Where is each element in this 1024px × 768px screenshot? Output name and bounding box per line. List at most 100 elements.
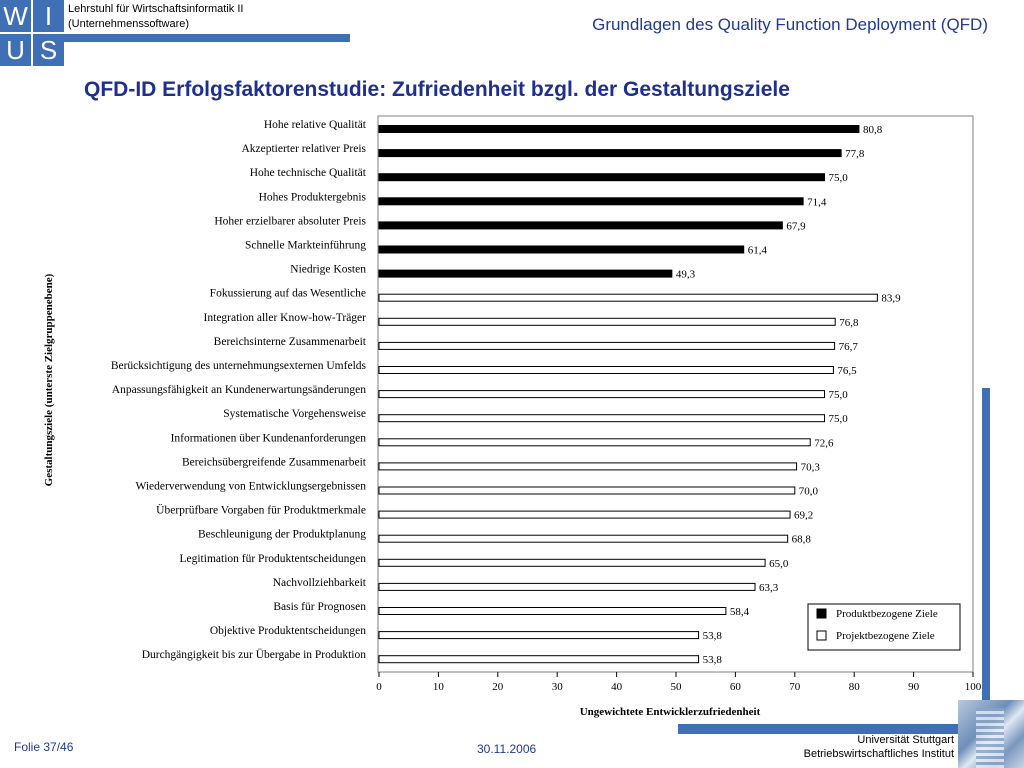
category-label: Informationen über Kundenanforderungen [171,432,367,444]
logo-letter: I [33,0,64,32]
x-tick-label: 60 [730,681,742,693]
data-label: 76,5 [837,365,857,377]
building-image [958,700,1024,768]
category-label: Akzeptierter relativer Preis [241,143,366,155]
chart-bar [378,607,727,615]
category-label: Fokussierung auf das Wesentliche [210,288,366,300]
slide-number: Folie 37/46 [14,740,74,754]
header-rule [64,34,350,42]
data-label: 70,3 [801,461,821,473]
chart-bar [378,631,700,640]
data-label: 65,0 [769,558,789,570]
page-title: QFD-ID Erfolgsfaktorenstudie: Zufriedenh… [84,78,790,101]
data-label: 69,2 [794,510,813,522]
logo-letter: U [0,34,31,66]
chart-bar [378,197,804,206]
chart-bar [378,655,700,664]
chart-bar [378,438,811,447]
category-label: Hohes Produktergebnis [259,191,367,203]
data-label: 67,9 [786,220,806,232]
data-label: 49,3 [676,269,696,281]
institution-line-2: Betriebswirtschaftliches Institut [803,748,954,760]
data-label: 80,8 [863,124,883,136]
chart-bar [378,414,825,423]
institution-line-1: Universität Stuttgart [857,734,954,746]
slide-date: 30.11.2006 [477,742,537,756]
chart-bar [378,510,791,519]
category-label: Beschleunigung der Produktplanung [198,529,366,541]
x-tick-label: 70 [789,681,801,693]
data-label: 61,4 [748,245,768,257]
category-label: Systematische Vorgehensweise [223,408,366,420]
x-tick-label: 30 [552,681,564,693]
chart-bar [378,582,756,591]
category-label: Überprüfbare Vorgaben für Produktmerkmal… [156,503,366,517]
data-label: 70,0 [799,486,819,498]
chair-line-2: (Unternehmenssoftware) [68,18,190,30]
x-tick-label: 0 [376,681,382,693]
x-tick-label: 40 [611,681,623,693]
logo-letter: W [0,0,31,32]
data-label: 83,9 [881,293,901,305]
y-axis-label: Gestaltungsziele (unterste Zielgruppeneb… [43,273,55,486]
data-label: 53,8 [703,654,723,666]
chart-bar [378,558,766,567]
category-label: Bereichsübergreifende Zusammenarbeit [182,456,367,468]
data-label: 77,8 [845,148,865,160]
chart-bar [378,293,878,302]
chart-bar [378,269,673,278]
chart-bar [378,317,836,326]
chart-bar [378,173,825,182]
category-label: Durchgängigkeit bis zur Übergabe in Prod… [142,647,367,661]
chair-name: Lehrstuhl für Wirtschaftsinformatik II (… [68,2,243,32]
data-label: 68,8 [792,534,812,546]
x-tick-label: 80 [849,681,861,693]
category-label: Bereichsinterne Zusammenarbeit [214,336,367,348]
data-label: 76,7 [839,341,859,353]
category-label: Legitimation für Produktentscheidungen [179,553,366,565]
chair-line-1: Lehrstuhl für Wirtschaftsinformatik II [68,3,244,15]
chart-bar [378,341,836,350]
legend-entry: Produktbezogene Ziele [836,608,938,620]
chart-legend: Produktbezogene Ziele Projektbezogene Zie… [807,603,961,651]
chart-bar [378,149,842,158]
category-label: Nachvollziehbarkeit [273,577,367,589]
chart-bar [378,486,796,495]
data-label: 71,4 [807,196,827,208]
university-logo: W I U S [0,0,64,66]
institution: Universität Stuttgart Betriebswirtschaft… [804,733,954,761]
decor-bar-bottom [678,724,982,734]
category-label: Schnelle Markteinführung [245,240,366,252]
category-label: Niedrige Kosten [290,264,366,276]
category-label: Integration aller Know-how-Träger [204,312,367,324]
chart-bar [378,534,789,543]
category-label: Anpassungsfähigkeit an Kundenerwartungsä… [112,384,366,396]
category-label: Hoher erzielbarer absoluter Preis [214,215,366,227]
category-label: Berücksichtigung des unternehmungsextern… [111,360,367,372]
legend-entry: Projektbezogene Ziele [836,630,935,642]
x-tick-label: 100 [965,681,982,693]
data-label: 63,3 [759,582,779,594]
chart-bar [378,462,798,471]
chart-bar [378,245,745,254]
x-tick-label: 10 [433,681,445,693]
data-label: 53,8 [703,630,723,642]
logo-letter: S [33,34,64,66]
category-label: Objektive Produktentscheidungen [210,625,366,637]
chart-bar [378,125,860,133]
x-tick-label: 20 [492,681,504,693]
category-label: Wiederverwendung von Entwicklungsergebni… [135,481,366,493]
x-tick-label: 50 [671,681,683,693]
chart-bar [378,366,834,374]
chart-bar [378,390,825,399]
data-label: 75,0 [829,413,849,425]
data-label: 75,0 [829,389,849,401]
legend-box [807,603,961,651]
data-label: 76,8 [839,317,859,329]
x-tick-label: 90 [908,681,920,693]
x-axis-label: Ungewichtete Entwicklerzufriedenheit [580,706,761,718]
category-label: Hohe technische Qualität [250,167,367,179]
chart-bar [378,221,783,230]
data-label: 75,0 [829,172,849,184]
category-label: Basis für Prognosen [273,601,366,613]
